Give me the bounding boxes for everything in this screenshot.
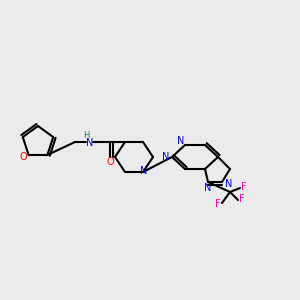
Text: N: N [225,179,233,189]
Text: F: F [239,194,245,204]
Text: N: N [140,166,148,176]
Text: O: O [20,152,27,162]
Text: N: N [177,136,185,146]
Text: N: N [162,152,170,162]
Text: N: N [86,138,94,148]
Text: N: N [204,183,212,193]
Text: F: F [241,182,247,192]
Text: O: O [106,157,114,167]
Text: F: F [215,199,221,209]
Text: H: H [83,131,89,140]
